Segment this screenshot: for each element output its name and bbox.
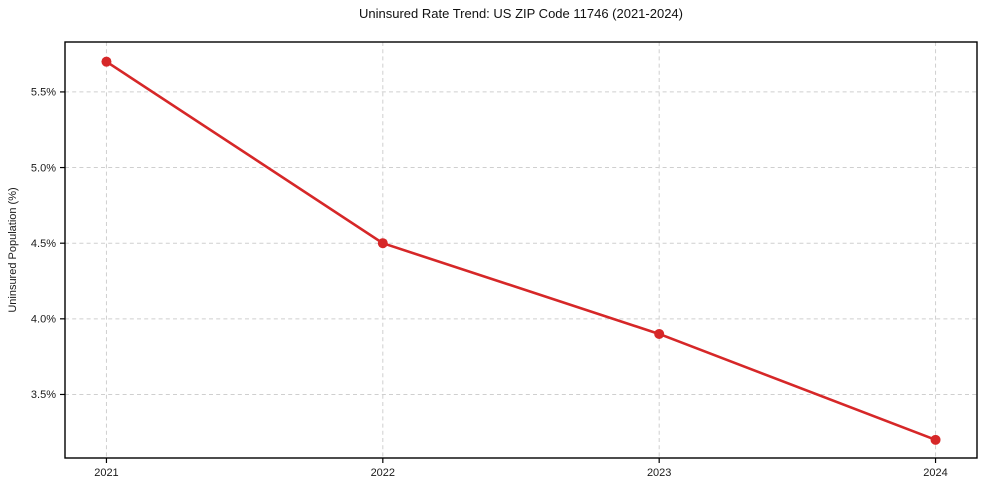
trend-line xyxy=(105,60,937,442)
axis-ticks xyxy=(60,91,937,463)
y-tick-label: 4.5% xyxy=(31,238,56,250)
y-tick-label: 3.5% xyxy=(31,389,56,401)
gridlines xyxy=(65,42,977,458)
data-point-markers xyxy=(101,56,941,445)
x-tick-label: 2021 xyxy=(94,467,118,479)
data-point xyxy=(930,434,941,445)
data-point xyxy=(654,328,665,339)
data-point xyxy=(377,238,388,249)
y-tick-label: 5.5% xyxy=(31,87,56,99)
x-tick-label: 2024 xyxy=(923,467,947,479)
x-tick-label: 2022 xyxy=(371,467,395,479)
y-tick-label: 5.0% xyxy=(31,162,56,174)
data-point xyxy=(101,56,112,67)
plot-border xyxy=(64,41,978,459)
x-tick-label: 2023 xyxy=(647,467,671,479)
y-tick-label: 4.0% xyxy=(31,314,56,326)
chart-title: Uninsured Rate Trend: US ZIP Code 11746 … xyxy=(359,6,683,21)
axis-tick-labels: 3.5% 4.0% 4.5% 5.0% 5.5% 2021 2022 2023 2024 xyxy=(31,87,948,479)
